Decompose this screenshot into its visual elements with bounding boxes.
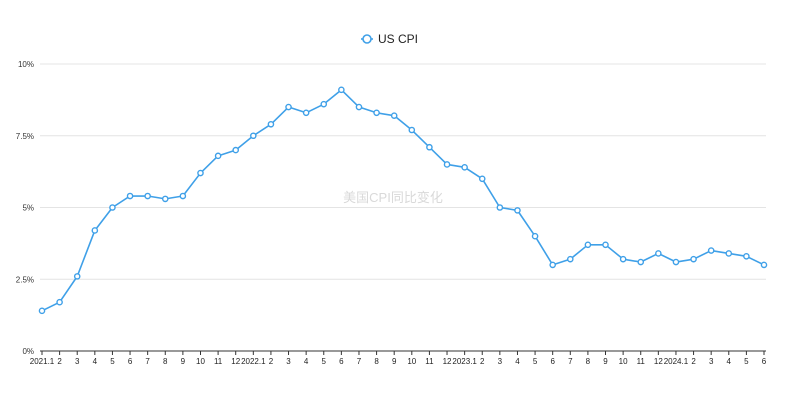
- data-point[interactable]: [531, 232, 539, 240]
- data-point[interactable]: [250, 132, 257, 140]
- data-point[interactable]: [197, 169, 204, 177]
- x-tick-label: 9: [603, 357, 608, 366]
- x-tick-label: 4: [515, 357, 520, 366]
- x-tick-label: 6: [339, 357, 344, 366]
- x-tick-label: 5: [110, 357, 115, 366]
- x-tick-label: 4: [304, 357, 309, 366]
- x-tick-label: 4: [93, 357, 98, 366]
- data-point[interactable]: [655, 250, 662, 257]
- x-tick-label: 5: [744, 357, 749, 366]
- data-point[interactable]: [426, 143, 433, 151]
- data-point[interactable]: [690, 255, 697, 263]
- x-tick-label: 7: [145, 357, 150, 366]
- x-tick-label: 3: [286, 357, 291, 366]
- data-point[interactable]: [514, 207, 521, 214]
- data-point[interactable]: [408, 126, 416, 134]
- y-tick-label: 5%: [22, 204, 34, 213]
- data-point[interactable]: [725, 250, 733, 257]
- data-point[interactable]: [443, 161, 451, 168]
- x-tick-label: 12: [443, 357, 452, 366]
- x-tick-label: 8: [163, 357, 168, 366]
- data-point[interactable]: [179, 192, 187, 200]
- legend[interactable]: US CPI: [361, 32, 418, 46]
- x-tick-label: 6: [550, 357, 555, 366]
- x-tick-label: 3: [75, 357, 80, 366]
- x-axis-ticks: 2021.1 2 3 4 5 6 7 8 9 10 11 12 2022.1 2 3 4 5 6 7 8 9 10 11 12…: [30, 351, 767, 366]
- data-point[interactable]: [109, 204, 116, 211]
- x-tick-label: 7: [357, 357, 362, 366]
- data-point[interactable]: [144, 192, 151, 200]
- data-point[interactable]: [38, 307, 46, 315]
- data-point[interactable]: [91, 227, 99, 234]
- x-tick-label: 9: [392, 357, 397, 366]
- x-tick-label: 2: [269, 357, 274, 366]
- x-tick-label: 11: [637, 357, 646, 366]
- data-point[interactable]: [478, 175, 486, 183]
- data-point[interactable]: [390, 112, 398, 119]
- data-point[interactable]: [302, 109, 310, 117]
- x-tick-label: 10: [196, 357, 205, 366]
- data-point[interactable]: [126, 192, 134, 200]
- data-point[interactable]: [461, 164, 468, 171]
- x-tick-label: 10: [619, 357, 628, 366]
- data-point[interactable]: [566, 255, 574, 263]
- x-tick-label: 5: [322, 357, 327, 366]
- x-tick-label: 2023.1: [452, 357, 477, 366]
- data-point[interactable]: [267, 120, 275, 128]
- series-layer: [38, 86, 768, 315]
- data-point[interactable]: [602, 241, 609, 249]
- y-tick-label: 10%: [18, 60, 34, 69]
- x-tick-label: 5: [533, 357, 538, 366]
- data-point[interactable]: [760, 261, 768, 269]
- data-point[interactable]: [338, 86, 345, 94]
- x-tick-label: 2021.1: [30, 357, 55, 366]
- x-tick-label: 4: [727, 357, 732, 366]
- x-tick-label: 12: [654, 357, 663, 366]
- data-point[interactable]: [373, 109, 380, 117]
- y-axis-ticks: 0% 2.5% 5% 7.5% 10%: [16, 60, 34, 356]
- legend-label: US CPI: [378, 32, 418, 46]
- data-point[interactable]: [707, 247, 715, 254]
- data-point[interactable]: [743, 252, 750, 260]
- data-point[interactable]: [672, 258, 680, 266]
- x-tick-label: 11: [425, 357, 434, 366]
- data-point[interactable]: [161, 195, 169, 203]
- x-tick-label: 2: [691, 357, 696, 366]
- data-point[interactable]: [619, 255, 627, 263]
- x-tick-label: 3: [709, 357, 714, 366]
- x-tick-label: 6: [128, 357, 133, 366]
- y-tick-label: 7.5%: [16, 132, 34, 141]
- data-point[interactable]: [549, 261, 556, 269]
- legend-marker-icon: [362, 34, 372, 44]
- x-tick-label: 11: [214, 357, 223, 366]
- x-tick-label: 9: [181, 357, 186, 366]
- data-point[interactable]: [73, 273, 81, 280]
- x-tick-label: 2024.1: [664, 357, 689, 366]
- x-tick-label: 3: [498, 357, 503, 366]
- x-tick-label: 10: [407, 357, 416, 366]
- data-point[interactable]: [355, 103, 363, 111]
- data-point[interactable]: [496, 204, 504, 211]
- x-tick-label: 2: [57, 357, 62, 366]
- data-point[interactable]: [637, 258, 645, 266]
- x-tick-label: 12: [231, 357, 240, 366]
- data-point[interactable]: [56, 298, 63, 306]
- data-point[interactable]: [320, 100, 328, 108]
- x-tick-label: 7: [568, 357, 573, 366]
- grid-lines: [40, 63, 766, 280]
- y-tick-label: 2.5%: [16, 275, 34, 284]
- x-tick-label: 8: [586, 357, 591, 366]
- data-point[interactable]: [285, 103, 292, 111]
- y-tick-label: 0%: [22, 347, 34, 356]
- x-tick-label: 2: [480, 357, 485, 366]
- data-point[interactable]: [584, 241, 592, 249]
- watermark-text: 美国CPI同比变化: [343, 190, 443, 205]
- x-tick-label: 8: [374, 357, 379, 366]
- x-tick-label: 2022.1: [241, 357, 266, 366]
- data-point[interactable]: [232, 146, 240, 154]
- data-point[interactable]: [214, 152, 222, 160]
- x-tick-label: 6: [762, 357, 767, 366]
